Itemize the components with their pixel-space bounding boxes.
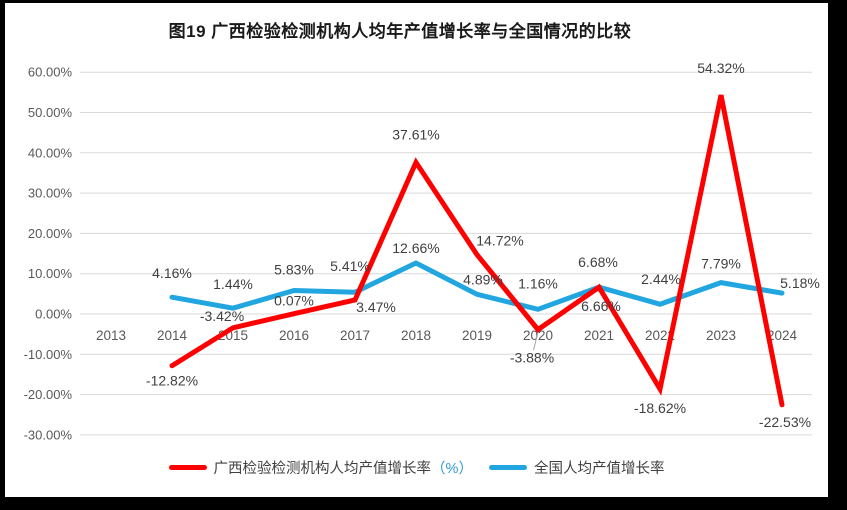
line-chart-plot-area: 60.00% 50.00% 40.00% 30.00% 20.00% 10.00% 0.00… xyxy=(24,60,820,442)
y-axis-tick-label: 50.00% xyxy=(28,105,73,120)
chart-legend: 广西检验检测机构人均产值增长率（%） 全国人均产值增长率 xyxy=(5,457,828,478)
national-data-label: 1.44% xyxy=(213,276,253,292)
y-axis-tick-label: 30.00% xyxy=(28,186,73,201)
legend-label-guangxi-suffix: （%） xyxy=(431,461,473,477)
y-axis-tick-label: 10.00% xyxy=(28,266,73,281)
x-axis-year-label: 2013 xyxy=(96,328,126,343)
guangxi-data-label: 14.72% xyxy=(476,233,523,249)
national-data-label: 7.79% xyxy=(701,256,741,272)
y-axis-tick-label: 60.00% xyxy=(28,65,73,80)
guangxi-data-label: -3.88% xyxy=(510,350,554,366)
guangxi-data-label: -3.42% xyxy=(200,308,244,324)
blue-line-swatch-icon xyxy=(488,465,527,470)
x-axis-year-label: 2023 xyxy=(706,328,736,343)
legend-item-guangxi: 广西检验检测机构人均产值增长率（%） xyxy=(168,457,473,478)
national-data-label: 1.16% xyxy=(518,275,558,291)
y-axis-tick-label: 20.00% xyxy=(28,226,73,241)
guangxi-data-label: 37.61% xyxy=(392,126,439,142)
guangxi-data-label: 3.47% xyxy=(356,299,396,315)
guangxi-data-label: -18.62% xyxy=(634,400,686,416)
national-data-label: 6.68% xyxy=(578,254,618,270)
x-axis-year-label: 2019 xyxy=(462,328,492,343)
national-data-label: 12.66% xyxy=(392,240,439,256)
guangxi-series-line xyxy=(169,94,785,408)
legend-label-national: 全国人均产值增长率 xyxy=(533,461,665,477)
y-axis-tick-label: 0.00% xyxy=(35,307,72,322)
guangxi-data-label: 54.32% xyxy=(697,60,744,76)
x-axis-year-label: 2022 xyxy=(645,328,675,343)
x-axis-year-label: 2017 xyxy=(340,328,370,343)
label-leader-line xyxy=(533,332,539,351)
chart-frame: 图19 广西检验检测机构人均年产值增长率与全国情况的比较 60.00% 50.00… xyxy=(5,3,828,497)
guangxi-data-label: 0.07% xyxy=(274,293,314,309)
y-axis-tick-label: -20.00% xyxy=(24,387,73,402)
national-data-label: 2.44% xyxy=(641,271,681,287)
y-axis-tick-label: -10.00% xyxy=(24,347,73,362)
y-axis-tick-label: 40.00% xyxy=(28,145,73,160)
legend-item-national: 全国人均产值增长率 xyxy=(488,457,665,478)
national-data-label: 4.89% xyxy=(463,271,503,287)
national-data-label: 5.41% xyxy=(330,258,370,274)
guangxi-data-label: -12.82% xyxy=(146,373,198,389)
x-axis-year-label: 2016 xyxy=(279,328,309,343)
chart-title: 图19 广西检验检测机构人均年产值增长率与全国情况的比较 xyxy=(168,22,632,41)
legend-label-guangxi: 广西检验检测机构人均产值增长率（%） xyxy=(213,461,473,477)
y-axis-tick-label: -30.00% xyxy=(24,427,73,442)
x-axis-year-label: 2014 xyxy=(157,328,188,343)
x-axis-year-label: 2024 xyxy=(767,328,798,343)
x-axis-year-label: 2018 xyxy=(401,328,431,343)
guangxi-data-label: 6.66% xyxy=(581,298,621,314)
x-axis-year-label: 2020 xyxy=(523,328,553,343)
red-line-swatch-icon xyxy=(168,465,207,470)
national-data-label: 5.83% xyxy=(274,262,314,278)
guangxi-data-label: -22.53% xyxy=(759,414,811,430)
national-data-label: 4.16% xyxy=(152,265,192,281)
x-axis-year-label: 2021 xyxy=(584,328,614,343)
national-data-label: 5.18% xyxy=(780,275,820,291)
